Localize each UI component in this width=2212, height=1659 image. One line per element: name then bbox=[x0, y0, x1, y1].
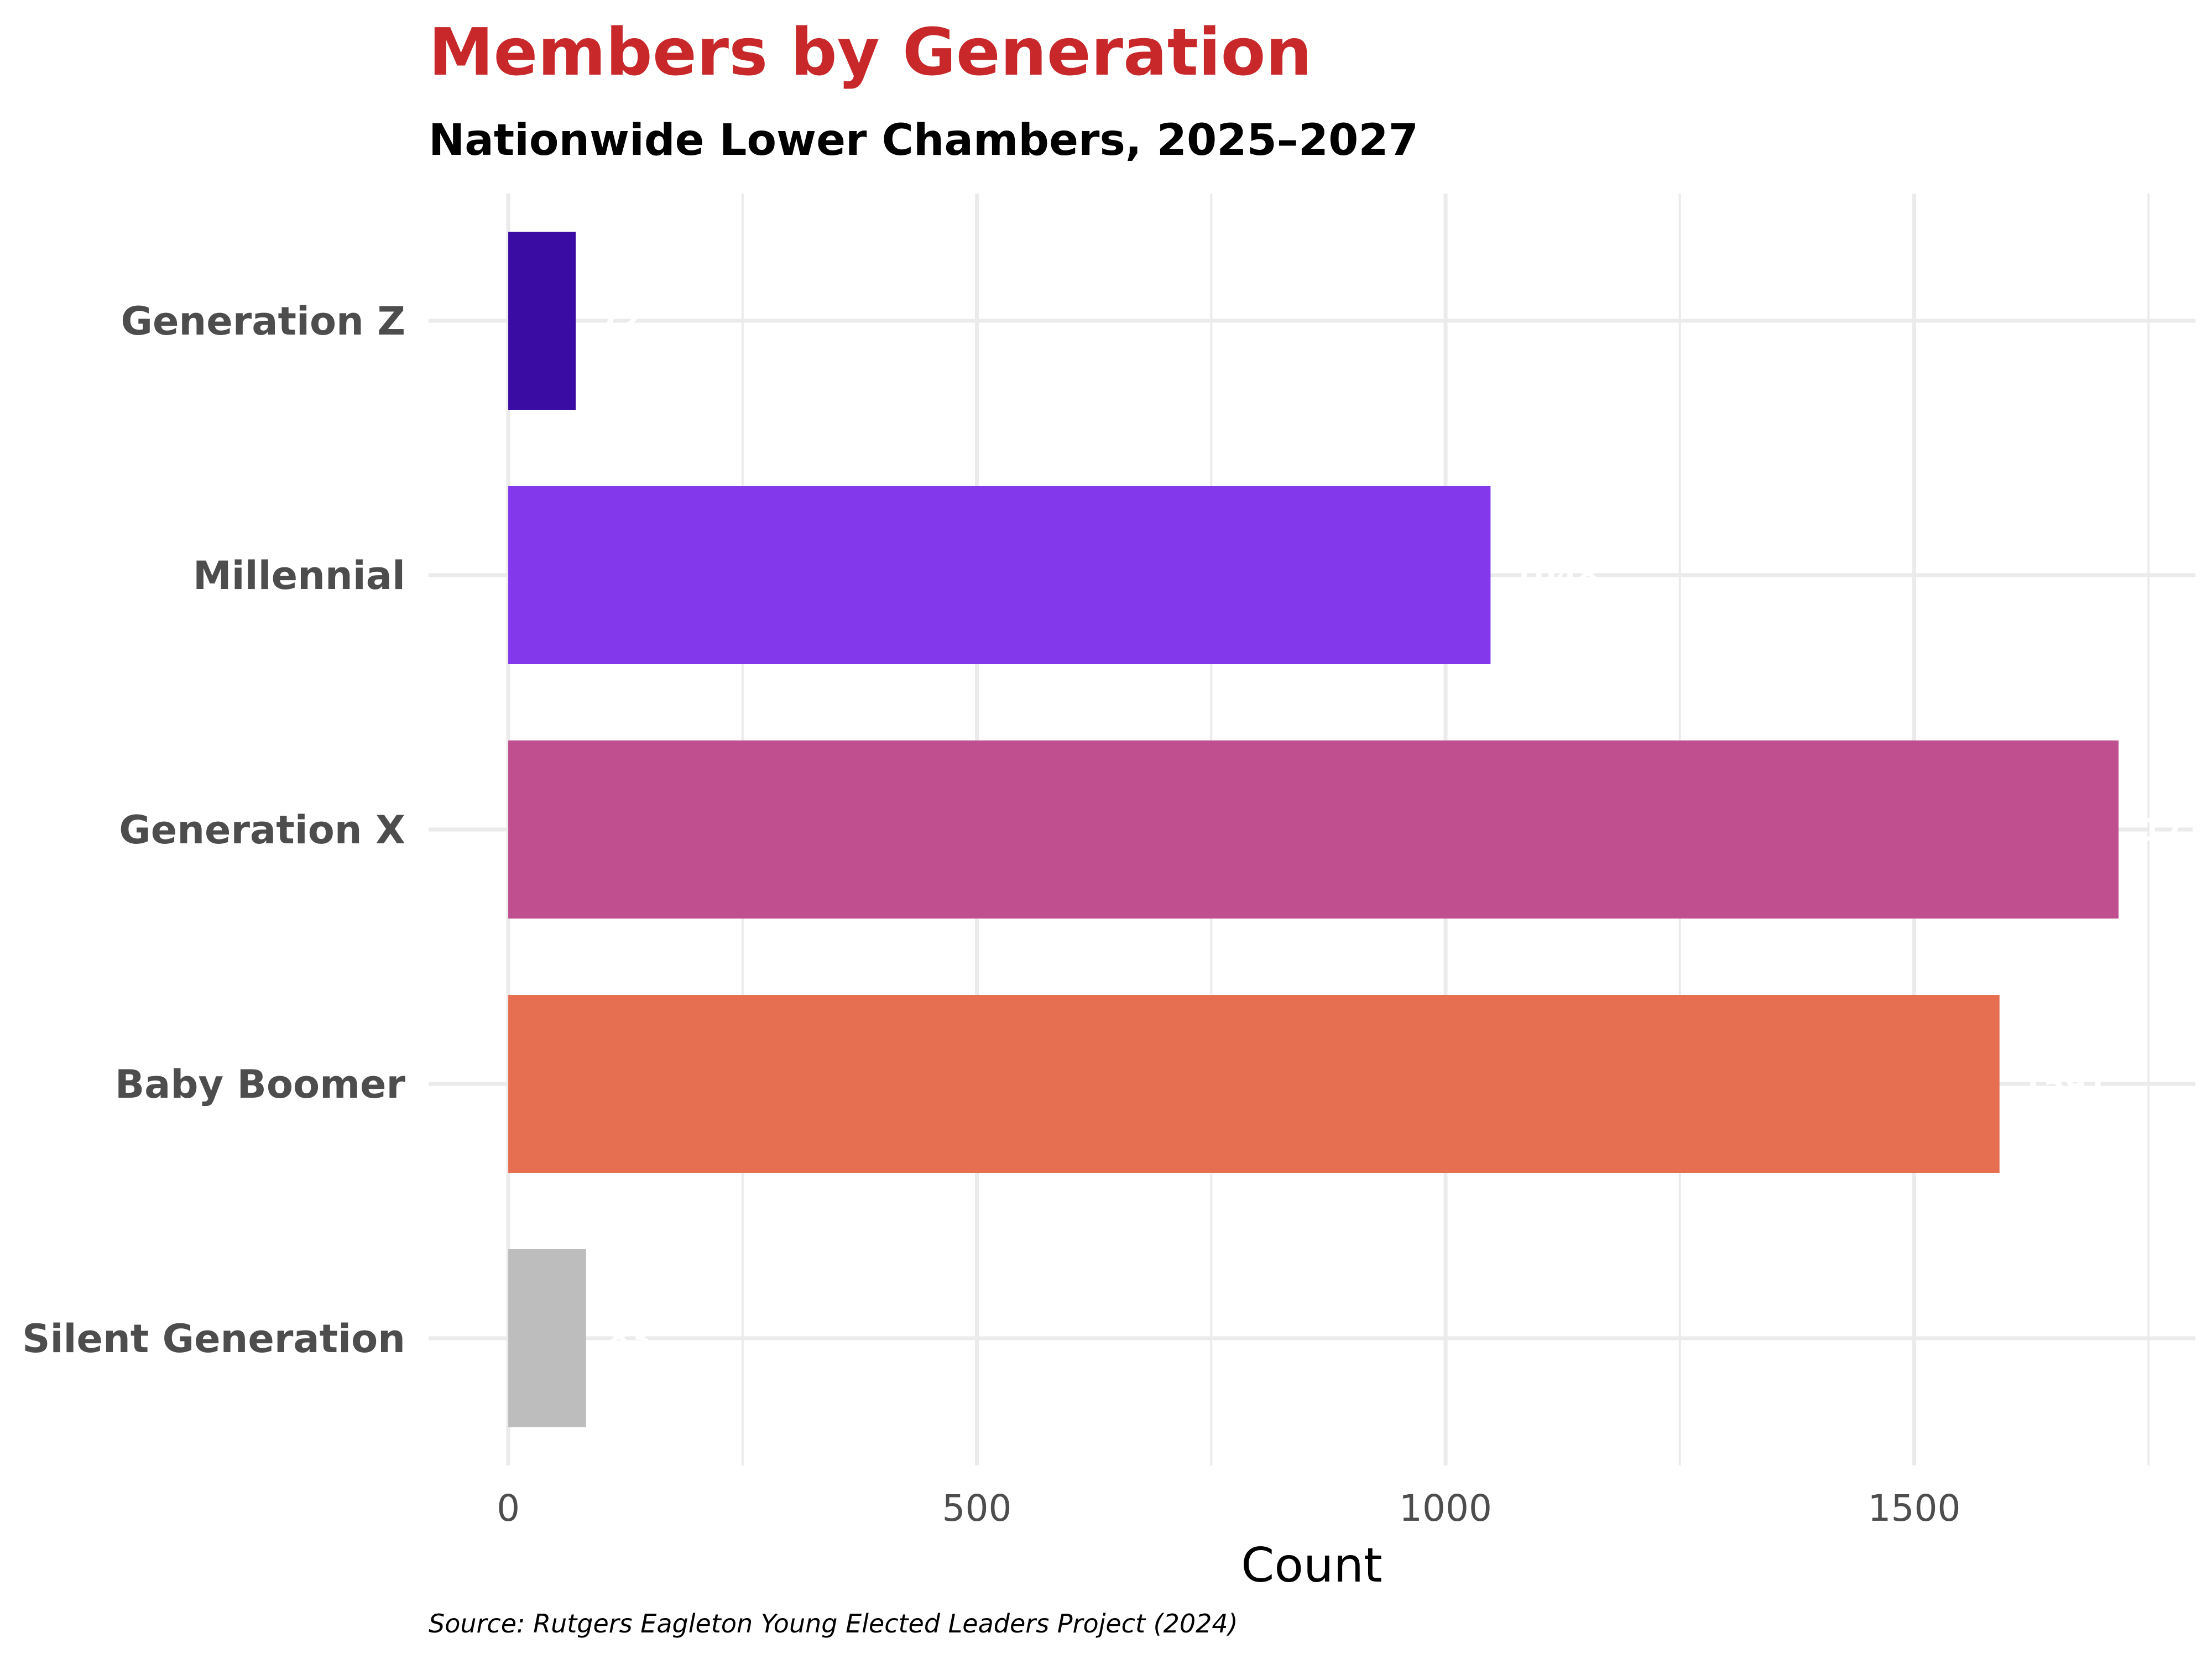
bar bbox=[508, 995, 2000, 1173]
bar-value-label: 1591 bbox=[2022, 1067, 2108, 1103]
x-axis-label: Count bbox=[1241, 1538, 1382, 1593]
bar bbox=[508, 232, 576, 410]
value-labels: 72 1048 1718 1591 83 bbox=[598, 304, 2212, 1357]
y-tick-label: Silent Generation bbox=[22, 1316, 405, 1361]
x-tick-label: 1500 bbox=[1868, 1487, 1961, 1530]
y-tick-label: Generation Z bbox=[121, 299, 405, 344]
bar-value-label: 1048 bbox=[1512, 558, 1599, 594]
chart-title: Members by Generation bbox=[429, 14, 1312, 90]
chart-subtitle: Nationwide Lower Chambers, 2025–2027 bbox=[429, 116, 1418, 165]
bar-value-label: 72 bbox=[598, 304, 641, 340]
x-axis-tick-labels: 0 500 1000 1500 bbox=[497, 1487, 1960, 1530]
y-tick-label: Baby Boomer bbox=[115, 1062, 406, 1107]
bars bbox=[508, 232, 2119, 1427]
bar bbox=[508, 486, 1491, 664]
x-tick-label: 500 bbox=[942, 1487, 1012, 1530]
bar bbox=[508, 1249, 586, 1427]
y-tick-label: Millennial bbox=[193, 553, 405, 598]
bar-value-label: 1718 bbox=[2141, 812, 2212, 848]
x-tick-label: 0 bbox=[497, 1487, 520, 1530]
bar-value-label: 83 bbox=[608, 1321, 651, 1357]
y-axis-tick-labels: Generation Z Millennial Generation X Baby B… bbox=[22, 299, 405, 1361]
x-tick-label: 1000 bbox=[1399, 1487, 1492, 1530]
chart-caption: Source: Rutgers Eagleton Young Elected L… bbox=[429, 1609, 1238, 1639]
bar bbox=[508, 740, 2119, 919]
y-tick-label: Generation X bbox=[119, 807, 405, 853]
